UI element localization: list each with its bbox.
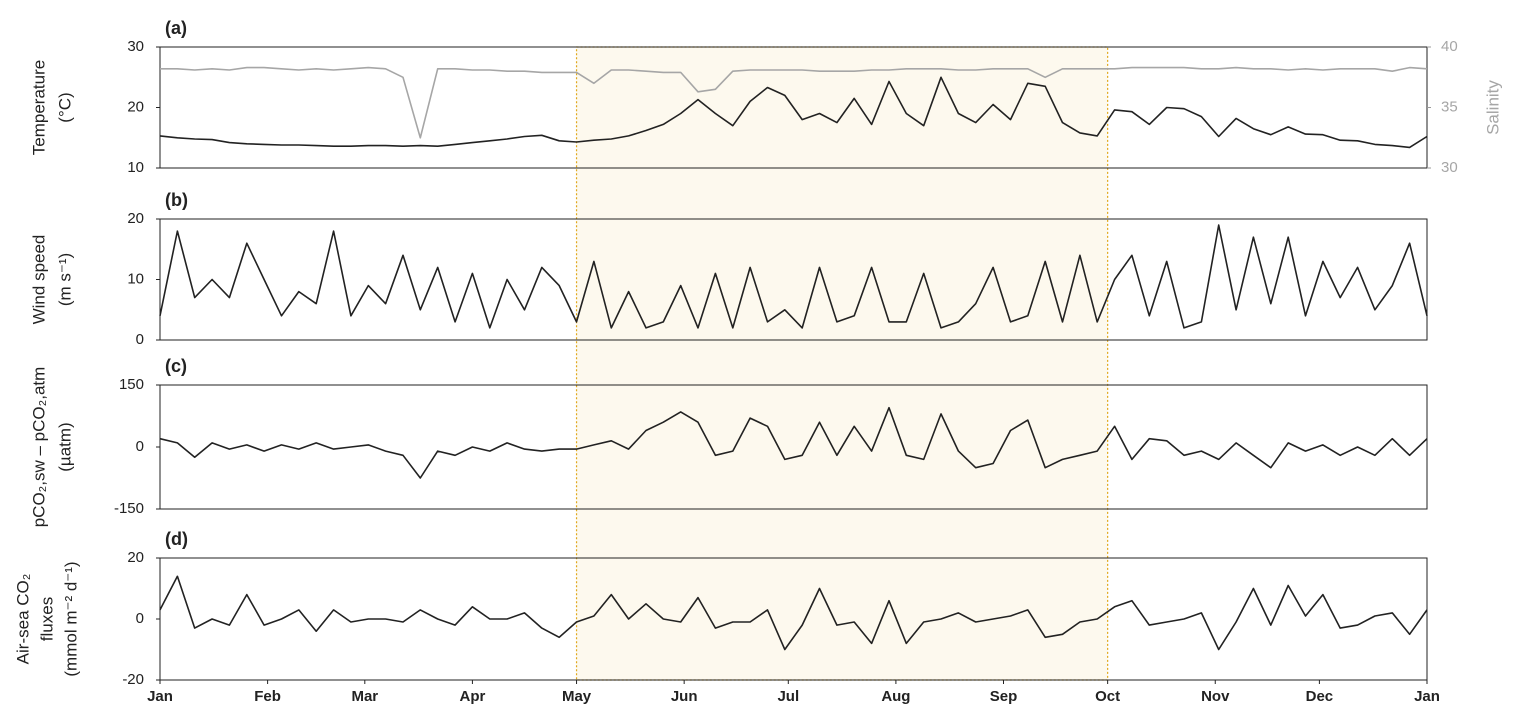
panel-label: (a) [165,18,187,38]
x-tick-label: May [562,688,592,705]
panel-label: (c) [165,356,187,376]
y-tick-label: 30 [127,38,144,55]
y-tick-label: -20 [122,671,144,688]
data-line [159,224,1428,329]
y2-tick-label: 40 [1441,38,1458,55]
y-axis-label: pCO₂,sw – pCO₂,atm [29,367,48,528]
x-tick-label: Mar [351,688,378,705]
x-tick-label: Jan [147,688,173,705]
x-tick-label: Dec [1306,688,1334,705]
x-tick-label: Jun [671,688,698,705]
y-tick-label: -150 [114,500,144,517]
y-axis-label: (°C) [55,92,74,122]
y-axis-label: (m s⁻¹) [55,253,74,306]
y-tick-label: 0 [136,438,144,455]
y2-axis-label: Salinity [1483,80,1502,135]
panel-label: (d) [165,529,188,549]
x-tick-label: Jul [777,688,799,705]
data-line [159,575,1428,651]
x-tick-label: Sep [990,688,1018,705]
y-tick-label: 0 [136,331,144,348]
y2-tick-label: 30 [1441,159,1458,176]
y-tick-label: 0 [136,610,144,627]
x-tick-label: Nov [1201,688,1230,705]
y-axis-label: (mmol m⁻² d⁻¹) [61,561,80,676]
y-tick-label: 10 [127,270,144,287]
y-tick-label: 20 [127,549,144,566]
y-tick-label: 20 [127,98,144,115]
y-axis-label: Temperature [29,60,48,155]
y-axis-label: Wind speed [29,235,48,325]
panel-label: (b) [165,190,188,210]
y-axis-label: (µatm) [55,422,74,471]
y2-tick-label: 35 [1441,98,1458,115]
y-tick-label: 10 [127,159,144,176]
x-tick-label: Oct [1095,688,1120,705]
y-tick-label: 20 [127,210,144,227]
x-tick-label: Feb [254,688,281,705]
x-tick-label: Aug [881,688,910,705]
x-tick-label: Apr [459,688,485,705]
y-tick-label: 150 [119,376,144,393]
x-tick-label: Jan [1414,688,1440,705]
data-line [159,76,1428,149]
data-line [160,66,1428,139]
highlight-region [575,46,1109,681]
y-axis-label: Air-sea CO₂ [13,574,32,665]
data-line [159,406,1428,479]
y-axis-label: fluxes [37,597,56,641]
